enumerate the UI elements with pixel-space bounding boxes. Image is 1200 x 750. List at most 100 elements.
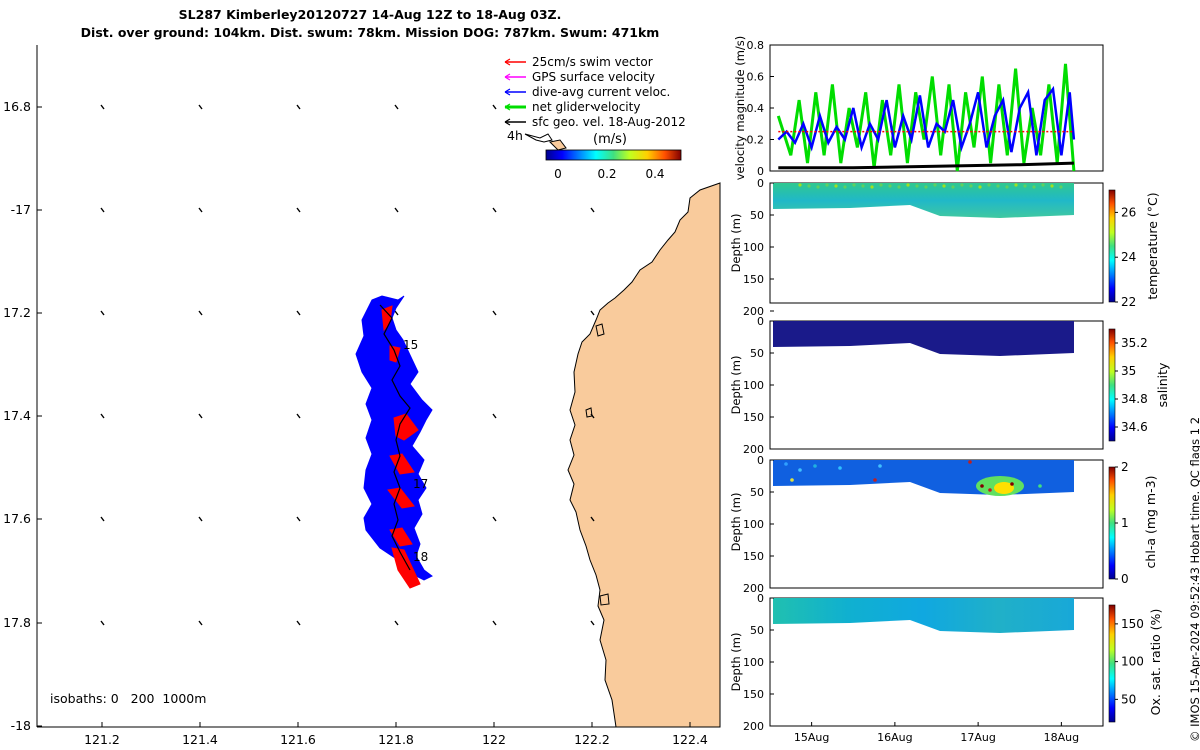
chla-dot (873, 478, 877, 482)
salinity-ylabel: Depth (m) (729, 356, 743, 415)
day-label-15: 15 (403, 338, 418, 352)
depth-tick-label: 150 (743, 550, 764, 563)
temperature-section (773, 183, 1074, 218)
oxygen-colorbar (1108, 604, 1116, 723)
salinity-colorbar-ticks: 34.6 34.8 35 35.2 (1115, 336, 1148, 434)
depth-tick-label: 100 (743, 518, 764, 531)
oxygen-section (773, 598, 1074, 633)
oxygen-x-ticks: 15Aug 16Aug 17Aug 18Aug (794, 722, 1079, 744)
map-y-tick-label: -17 (11, 202, 31, 217)
geo-arrow (394, 104, 399, 110)
map-x-tick-label: 121.6 (280, 732, 316, 747)
velocity-y-tick-label: 0 (757, 165, 764, 178)
time-x-tick-label: 18Aug (1044, 731, 1079, 744)
map-y-tick-label: 17.4 (3, 408, 31, 423)
temperature-dot (1050, 184, 1054, 188)
velocity-series (776, 63, 1076, 172)
legend-arrowhead-icon (504, 88, 511, 96)
geo-arrow (590, 620, 595, 626)
isobath-text: isobaths: 0 200 1000m (50, 691, 206, 706)
depth-tick-label: 50 (750, 486, 764, 499)
map-x-tick-label: 121.4 (182, 732, 218, 747)
velocity-series-line (777, 85, 1076, 156)
chla-ylabel: Depth (m) (729, 493, 743, 552)
temperature-dot (825, 183, 829, 187)
chla-dot (798, 468, 802, 472)
chla-y-ticks: 0 50 100 150 200 (743, 454, 774, 595)
temperature-dot (843, 185, 847, 189)
temperature-dot (816, 185, 820, 189)
geo-arrow (394, 310, 399, 316)
geo-arrow (590, 207, 595, 213)
legend-label: net glider velocity (532, 100, 640, 114)
temperature-dot (1041, 183, 1045, 187)
oxygen-ylabel: Depth (m) (729, 633, 743, 692)
legend-label: 25cm/s swim vector (532, 55, 653, 69)
colorbar-tick-label: 50 (1121, 692, 1136, 706)
velocity-panel: 0 0.2 0.4 0.6 0.8 velocity magnitude (m/s) (733, 36, 1104, 181)
coastline-land (567, 182, 721, 728)
net-track-line (379, 304, 411, 571)
depth-tick-label: 0 (757, 454, 764, 467)
geo-arrow (100, 207, 105, 213)
temperature-colorbar-ticks: 22 24 26 (1115, 205, 1136, 309)
geo-arrow (198, 310, 203, 316)
island (595, 323, 605, 337)
geo-arrow (492, 207, 497, 213)
velocity-y-ticks: 0 0.2 0.4 0.6 0.8 (747, 39, 774, 178)
geo-arrow (198, 516, 203, 522)
temperature-dot (969, 184, 973, 188)
temperature-dot (1005, 185, 1009, 189)
geo-arrow (492, 413, 497, 419)
map-y-tick-label: 17.6 (3, 511, 31, 526)
glider-track (355, 295, 433, 589)
geo-arrow (198, 620, 203, 626)
chla-dot (988, 488, 992, 492)
figure-title-line2: Dist. over ground: 104km. Dist. swum: 78… (80, 25, 660, 40)
geo-arrow (100, 620, 105, 626)
depth-tick-label: 50 (750, 347, 764, 360)
island (548, 139, 567, 151)
map-y-tick-label: 16.8 (3, 99, 31, 114)
velocity-ylabel: velocity magnitude (m/s) (733, 36, 747, 181)
temperature-dot (924, 185, 928, 189)
chla-dot (813, 464, 817, 468)
depth-tick-label: 150 (743, 273, 764, 286)
current-vector-band (355, 295, 433, 581)
velocity-series-line (776, 63, 1076, 172)
temperature-dot (906, 183, 910, 187)
time-x-tick-label: 17Aug (960, 731, 995, 744)
depth-tick-label: 200 (743, 443, 764, 456)
depth-tick-label: 150 (743, 688, 764, 701)
chla-dots (784, 460, 1042, 492)
temperature-dot (834, 184, 838, 188)
geo-arrow (492, 104, 497, 110)
oxygen-y-ticks: 0 50 100 150 200 (743, 592, 774, 733)
geo-arrow (100, 516, 105, 522)
legend-arrowhead-icon (504, 73, 511, 81)
map-y-tick-label: 17.8 (3, 615, 31, 630)
depth-tick-label: 0 (757, 177, 764, 190)
temperature-dot (996, 184, 1000, 188)
legend-arrowhead-icon (504, 103, 511, 111)
oxygen-colorbar-label: Ox. sat. ratio (%) (1148, 609, 1163, 716)
colorbar-tick-label: 0 (1121, 572, 1129, 586)
colorbar-tick-label: 100 (1121, 655, 1144, 669)
temperature-dot (1023, 184, 1027, 188)
temperature-dot (879, 183, 883, 187)
depth-tick-label: 200 (743, 582, 764, 595)
temperature-dot (807, 184, 811, 188)
depth-tick-label: 0 (757, 592, 764, 605)
legend-arrowhead-icon (504, 118, 511, 126)
map-y-ticks: 16.8 -17 17.2 17.4 17.6 17.8 -18 (3, 99, 42, 733)
chla-dot (784, 462, 788, 466)
chla-colorbar (1108, 466, 1116, 580)
island (599, 593, 610, 606)
temperature-dot (888, 184, 892, 188)
depth-tick-label: 100 (743, 241, 764, 254)
colorbar-tick-label: 150 (1121, 617, 1144, 631)
legend-label: sfc geo. vel. 18-Aug-2012 (532, 115, 686, 129)
geo-arrow (198, 104, 203, 110)
geo-arrow (296, 207, 301, 213)
